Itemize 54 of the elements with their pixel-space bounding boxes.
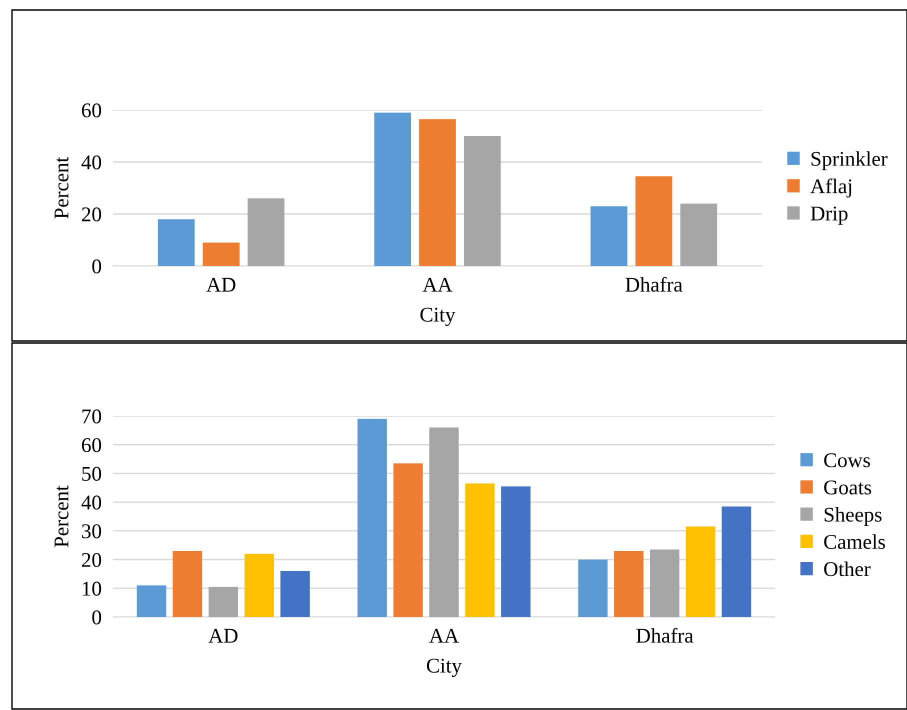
x-tick-label: AA (422, 278, 452, 292)
bar (590, 206, 628, 266)
y-tick-label: 0 (92, 610, 102, 624)
x-tick-label: AD (206, 278, 236, 292)
bar (501, 486, 530, 617)
legend-label: Sprinkler (812, 151, 888, 170)
legend-label: Cows (824, 453, 870, 468)
y-tick-label: 40 (81, 155, 102, 170)
y-tick-label: 60 (82, 103, 102, 118)
bar (374, 112, 412, 266)
x-axis-title: City (420, 308, 456, 326)
bar (680, 204, 718, 266)
bar (650, 550, 680, 617)
legend-label: Drip (810, 206, 848, 225)
y-tick-label: 50 (82, 466, 102, 481)
x-tick-label: AA (429, 628, 459, 643)
legend-label: Sheeps (824, 507, 882, 526)
y-tick-label: 20 (82, 207, 102, 222)
legend-label: Goats (824, 480, 872, 494)
bar (244, 554, 274, 617)
bar (202, 242, 240, 266)
y-axis-title: Percent (54, 485, 68, 548)
y-tick-label: 40 (81, 496, 102, 510)
y-tick-label: 20 (82, 552, 102, 568)
x-tick-label: Dhafra (636, 628, 694, 643)
bar (280, 571, 310, 617)
legend-label: Camels (824, 534, 886, 549)
bar (208, 586, 238, 617)
y-tick-label: 60 (82, 438, 102, 452)
bar (172, 550, 202, 617)
bar (136, 585, 166, 617)
y-tick-label: 0 (92, 259, 102, 274)
y-tick-label: 70 (82, 409, 102, 424)
bar (429, 427, 459, 617)
x-tick-label: AD (208, 628, 238, 643)
y-tick-label: 10 (82, 582, 102, 596)
bar (614, 550, 644, 617)
bar (578, 560, 608, 617)
x-tick-label: Dhafra (626, 276, 682, 292)
legend-label: Aflaj (810, 178, 852, 198)
bar (248, 198, 284, 266)
bar (358, 418, 387, 617)
bar (419, 119, 456, 266)
bar (464, 136, 501, 266)
bar (722, 506, 752, 617)
bar (158, 219, 195, 266)
bar (393, 463, 423, 617)
bar (465, 483, 495, 617)
y-axis-title: Percent (54, 156, 68, 219)
bar (635, 176, 672, 266)
y-tick-label: 30 (82, 524, 102, 538)
x-axis-title: City (426, 658, 462, 678)
legend-label: Other (824, 562, 871, 576)
bar (686, 526, 716, 617)
